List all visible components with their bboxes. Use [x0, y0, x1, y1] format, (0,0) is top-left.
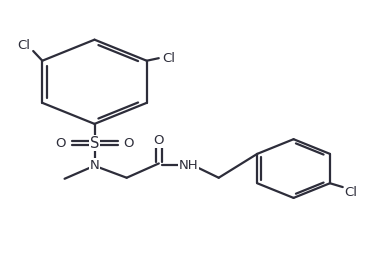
Text: O: O	[153, 134, 164, 147]
Text: Cl: Cl	[17, 39, 30, 52]
Text: Cl: Cl	[344, 186, 358, 199]
Text: O: O	[123, 136, 134, 150]
Text: S: S	[90, 135, 99, 150]
Text: N: N	[90, 159, 99, 172]
Text: Cl: Cl	[163, 52, 176, 65]
Text: O: O	[55, 136, 66, 150]
Text: NH: NH	[179, 159, 199, 172]
